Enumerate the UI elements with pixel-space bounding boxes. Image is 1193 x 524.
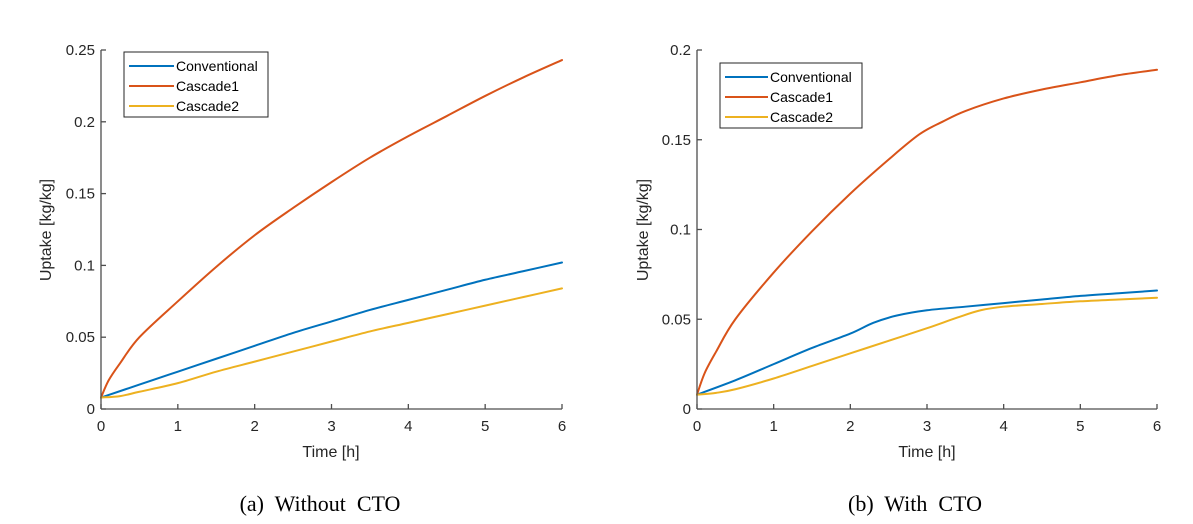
y-tick-label: 0.05 <box>66 329 95 346</box>
x-tick-label: 3 <box>923 418 931 435</box>
caption-a: (a) Without CTO <box>240 491 401 516</box>
legend-label-cascade1: Cascade1 <box>770 89 833 105</box>
y-tick-label: 0.05 <box>662 311 691 328</box>
x-axis-label: Time [h] <box>898 444 955 461</box>
y-axis-label: Uptake [kg/kg] <box>38 179 55 281</box>
y-tick-label: 0.25 <box>66 42 95 59</box>
x-tick-label: 5 <box>481 418 489 435</box>
legend-label-cascade1: Cascade1 <box>176 78 239 94</box>
series-line-conventional <box>100 261 563 399</box>
y-tick-label: 0.2 <box>74 114 95 131</box>
y-tick-label: 0.2 <box>670 42 691 59</box>
ticks-layer: 0 1 2 3 4 5 6 0 0.05 0.1 0.15 0.2 0.25 <box>66 42 566 435</box>
legend-label-conventional: Conventional <box>176 58 258 74</box>
ticks-layer: 0 1 2 3 4 5 6 0 0.05 0.1 0.15 0.2 <box>662 42 1161 435</box>
legend: Conventional Cascade1 Cascade2 <box>123 51 269 118</box>
x-tick-label: 0 <box>693 418 701 435</box>
x-tick-label: 0 <box>97 418 105 435</box>
x-tick-label: 2 <box>250 418 258 435</box>
x-tick-label: 6 <box>1153 418 1161 435</box>
y-tick-label: 0.1 <box>74 257 95 274</box>
y-tick-label: 0 <box>683 401 691 418</box>
series-line-cascade1 <box>100 59 563 399</box>
caption-b: (b) With CTO <box>848 491 982 516</box>
series-line-cascade2 <box>696 296 1158 396</box>
series-line-cascade1 <box>696 68 1158 396</box>
y-tick-label: 0.15 <box>662 132 691 149</box>
series-layer <box>696 68 1158 396</box>
y-tick-label: 0 <box>87 401 95 418</box>
x-tick-label: 2 <box>846 418 854 435</box>
x-tick-label: 4 <box>999 418 1007 435</box>
legend-label-conventional: Conventional <box>770 69 852 85</box>
y-tick-label: 0.1 <box>670 222 691 239</box>
x-axis-label: Time [h] <box>302 444 359 461</box>
series-layer <box>100 59 563 399</box>
y-axis-label: Uptake [kg/kg] <box>635 179 652 281</box>
x-tick-label: 3 <box>327 418 335 435</box>
y-tick-label: 0.15 <box>66 186 95 203</box>
x-tick-label: 1 <box>769 418 777 435</box>
x-tick-label: 1 <box>174 418 182 435</box>
x-tick-label: 4 <box>404 418 412 435</box>
chart-with-cto: 0 1 2 3 4 5 6 0 0.05 0.1 0.15 0.2 Time [h] Uptake [… <box>635 42 1161 516</box>
legend: Conventional Cascade1 Cascade2 <box>719 62 863 129</box>
chart-without-cto: 0 1 2 3 4 5 6 0 0.05 0.1 0.15 0.2 0.25 Time [h] Upta… <box>38 42 566 516</box>
legend-label-cascade2: Cascade2 <box>770 109 833 125</box>
x-tick-label: 6 <box>558 418 566 435</box>
series-line-conventional <box>696 289 1158 396</box>
x-tick-label: 5 <box>1076 418 1084 435</box>
series-line-cascade2 <box>100 287 563 399</box>
legend-label-cascade2: Cascade2 <box>176 98 239 114</box>
